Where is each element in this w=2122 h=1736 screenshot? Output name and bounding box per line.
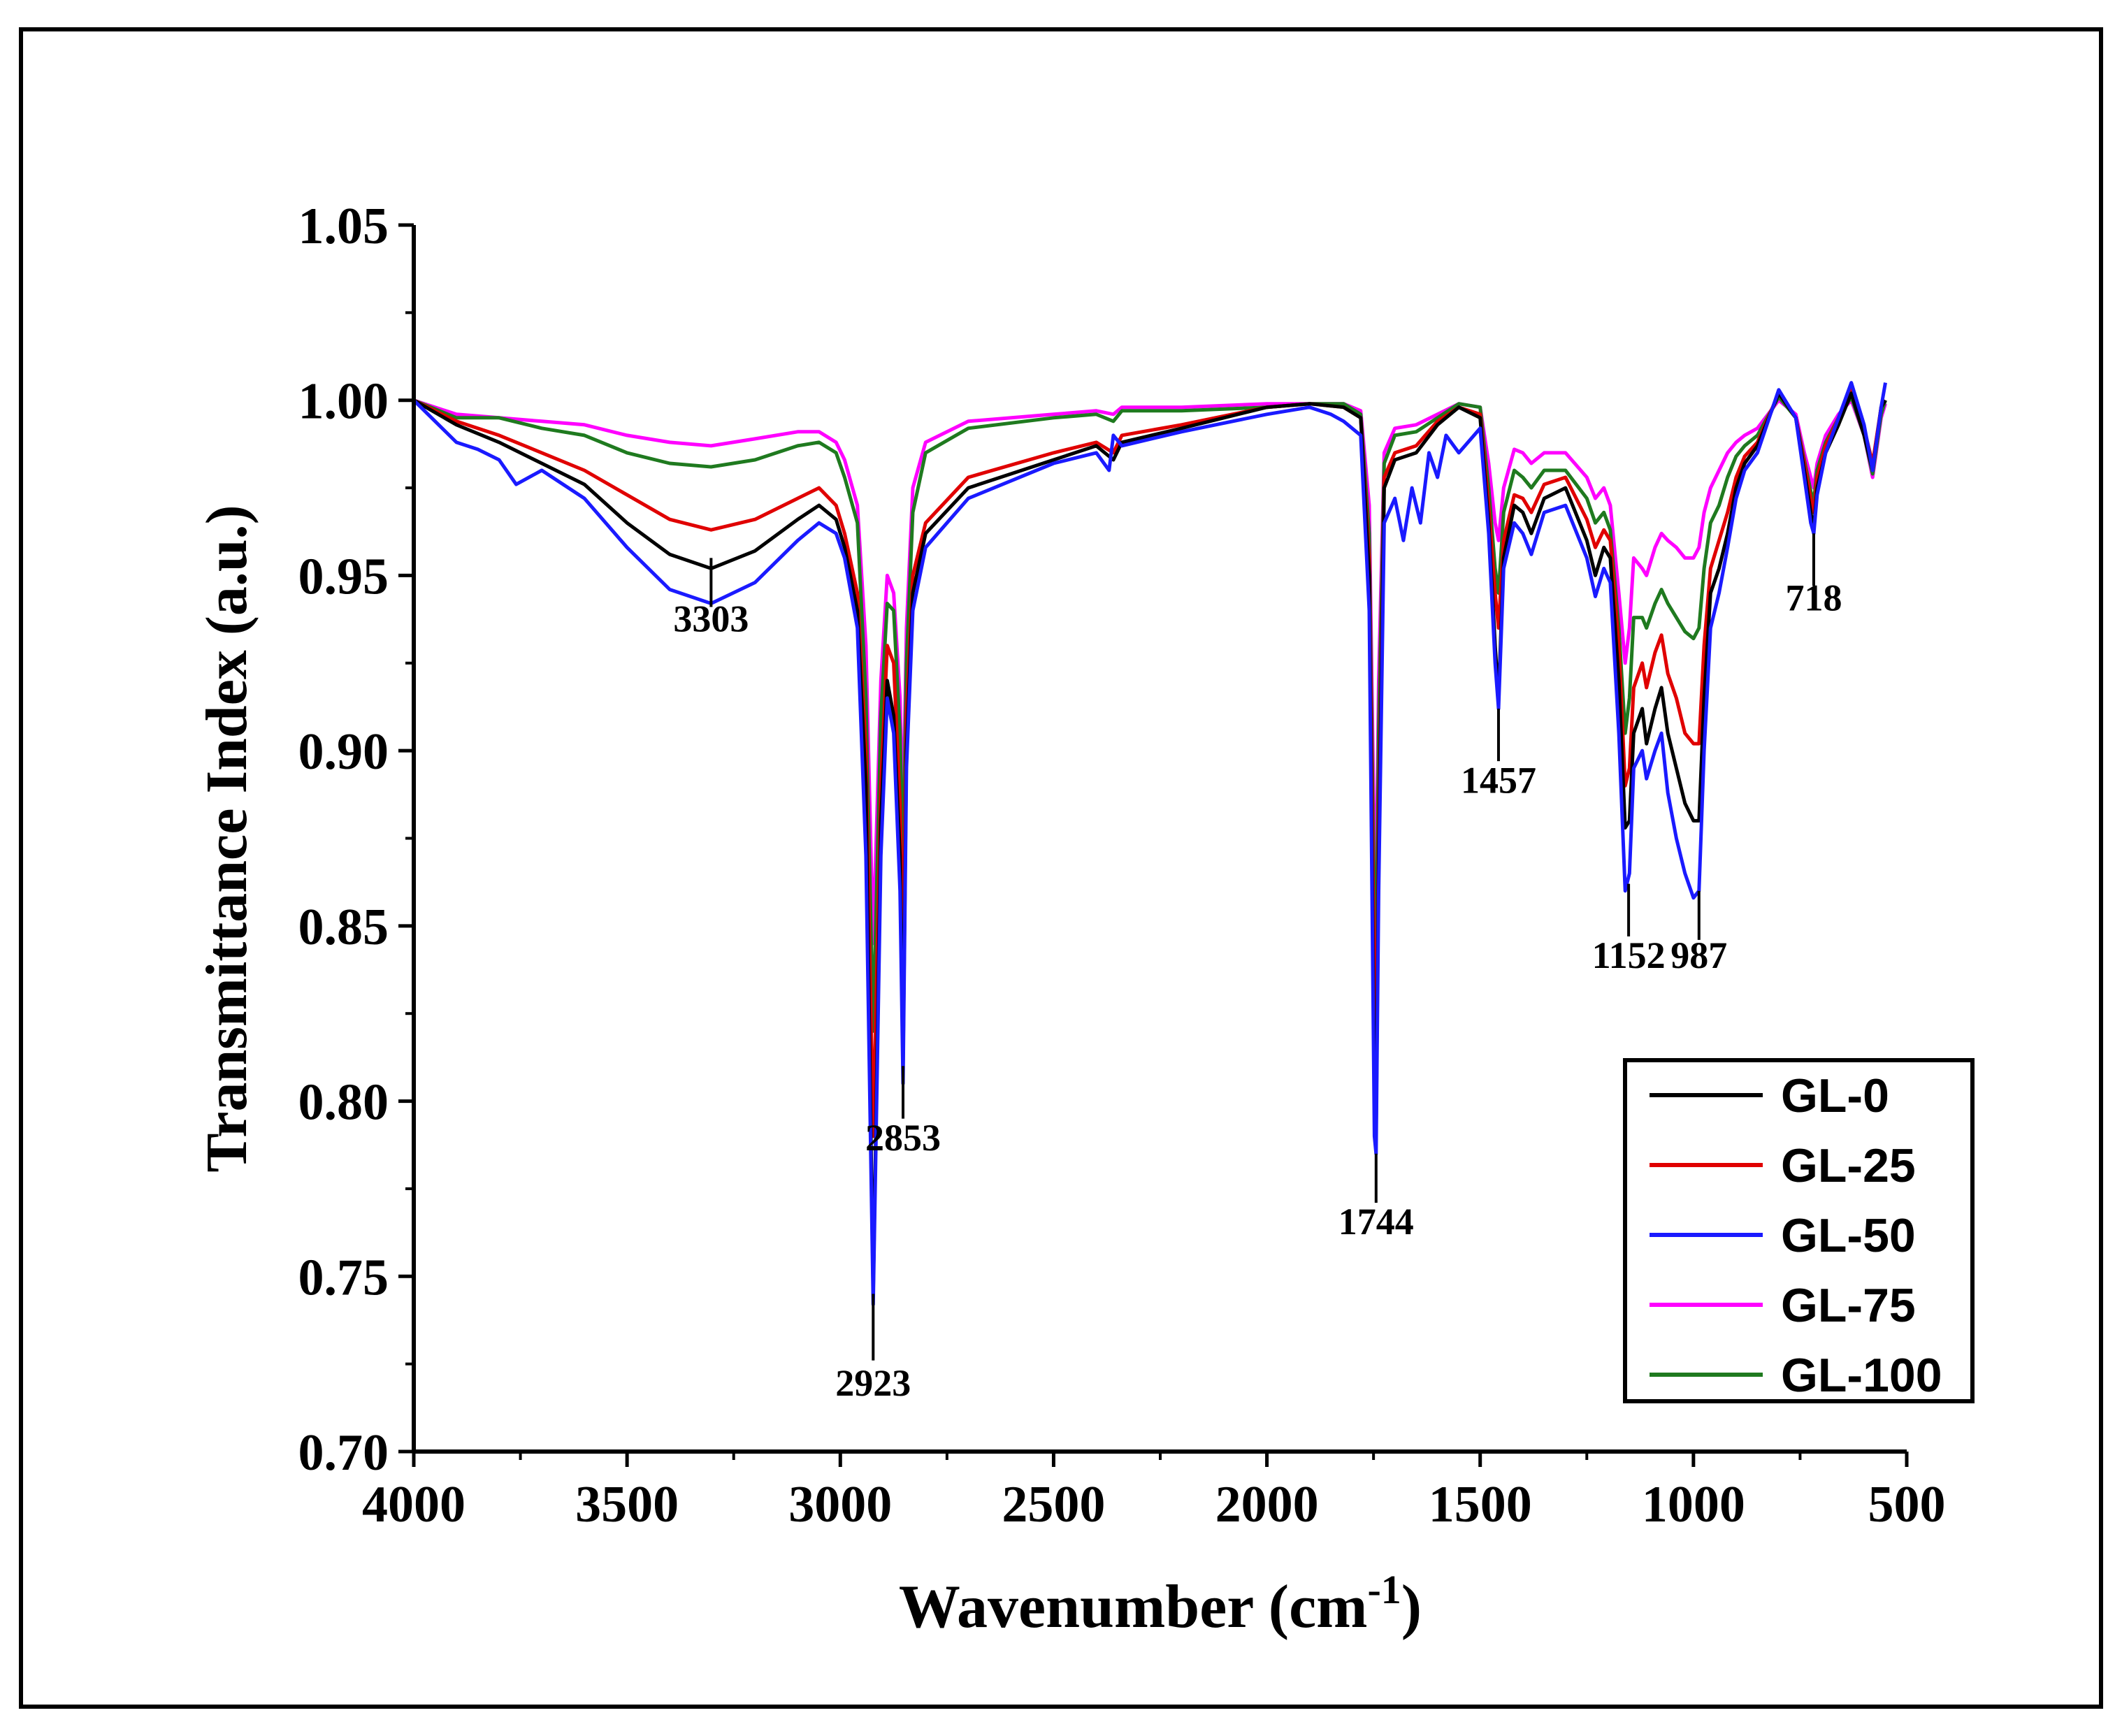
series-line-gl-50 [412, 381, 1887, 1306]
y-tick-label: 0.90 [298, 723, 389, 781]
series-line-gl-25 [412, 384, 1887, 1138]
annotation-label: 1744 [1338, 1201, 1414, 1243]
y-tick-label: 0.95 [298, 548, 389, 605]
y-tick-label: 0.85 [298, 899, 389, 956]
series-line-gl-75 [413, 398, 1887, 946]
x-axis-label-sup: -1 [1367, 1567, 1401, 1612]
legend: GL-0 GL-25 GL-50 GL-75 GL-100 [1623, 1058, 1975, 1403]
annotation-label: 987 [1670, 934, 1727, 976]
y-tick-label: 0.80 [298, 1074, 389, 1131]
plot-lines [412, 381, 1887, 1306]
peak-annotations: 3303 2923 2853 1744 1457 1152 987 718 [673, 533, 1842, 1404]
x-axis-label-close: ) [1401, 1573, 1422, 1641]
annotation-label: 718 [1785, 577, 1842, 619]
y-ticks: 0.70 0.75 0.80 0.85 0.90 0.95 1.00 1.05 [298, 198, 414, 1482]
annotation-label: 1152 [1592, 934, 1666, 976]
y-tick-label: 1.05 [298, 198, 389, 255]
figure-border [19, 27, 2103, 1709]
legend-label: GL-75 [1781, 1279, 1916, 1332]
annotation-label: 1457 [1461, 759, 1536, 801]
x-tick-label: 2500 [1002, 1476, 1105, 1533]
annotation-label: 2923 [835, 1362, 911, 1404]
y-axis-label: Transmittance Index (a.u.) [194, 505, 259, 1172]
legend-label: GL-100 [1781, 1349, 1942, 1402]
x-axis-label-main: Wavenumber (cm [899, 1573, 1368, 1641]
x-axis-label: Wavenumber (cm-1) [899, 1567, 1422, 1641]
legend-label: GL-50 [1781, 1209, 1916, 1262]
y-tick-label: 0.70 [298, 1424, 389, 1482]
x-tick-label: 3000 [788, 1476, 892, 1533]
x-tick-label: 4000 [362, 1476, 465, 1533]
x-tick-label: 1500 [1429, 1476, 1532, 1533]
annotation-label: 3303 [673, 598, 749, 640]
legend-box [1623, 1058, 1975, 1403]
legend-label: GL-25 [1781, 1139, 1916, 1192]
x-tick-label: 1000 [1642, 1476, 1745, 1533]
annotation-label: 2853 [865, 1117, 941, 1159]
x-tick-label: 2000 [1215, 1476, 1319, 1533]
x-tick-label: 500 [1868, 1476, 1946, 1533]
x-ticks: 4000 3500 3000 2500 2000 1500 1000 500 [362, 1452, 1946, 1533]
y-tick-label: 1.00 [298, 373, 389, 431]
y-tick-label: 0.75 [298, 1249, 389, 1306]
x-tick-label: 3500 [575, 1476, 679, 1533]
legend-label: GL-0 [1781, 1069, 1889, 1122]
